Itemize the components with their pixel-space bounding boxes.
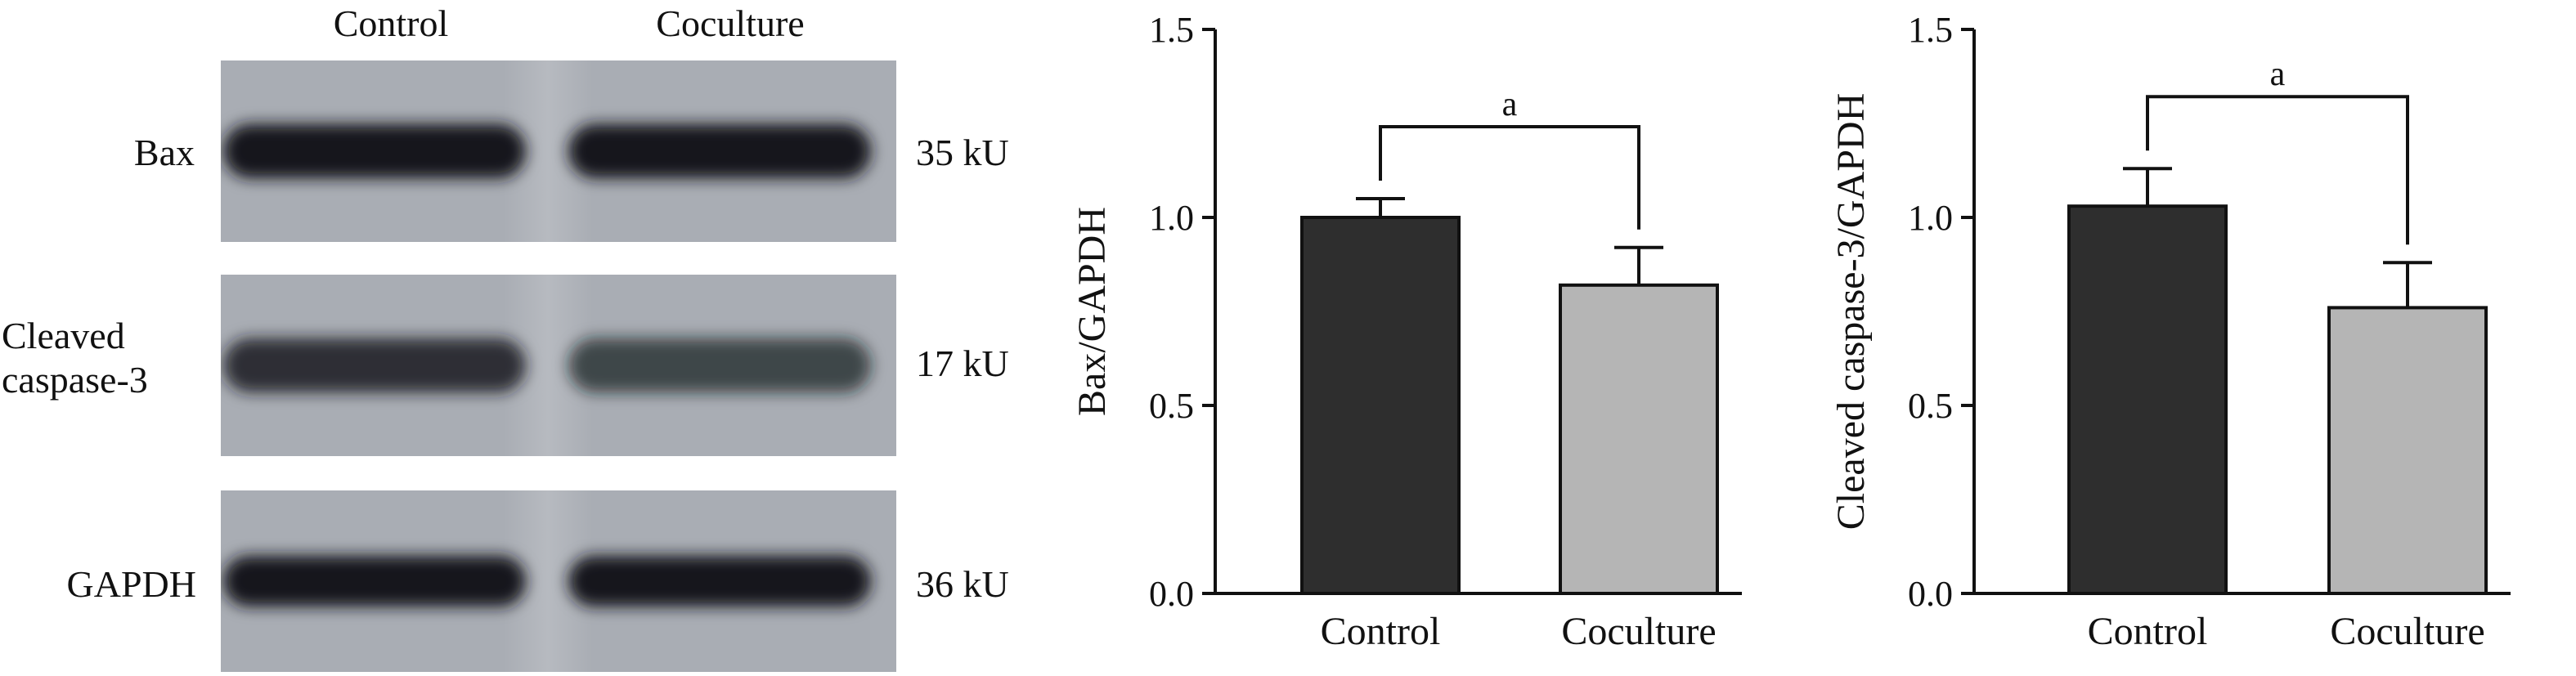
bar-control — [1300, 216, 1461, 595]
y-tick-label: 1.5 — [1149, 10, 1194, 50]
size-label-gapdh: 36 kU — [916, 563, 1009, 605]
y-tick-label: 0.0 — [1908, 574, 1953, 614]
size-label-cleaved-caspase-3: 17 kU — [916, 342, 1009, 384]
significance-bracket — [2146, 95, 2409, 245]
bar-chart-cleaved-caspase-3: 0.0 0.5 1.0 1.5 Cleaved caspase-3/GAPDH Contr… — [1829, 10, 2511, 653]
size-label-bax: 35 kU — [916, 132, 1009, 173]
y-axis-label: Bax/GAPDH — [1070, 207, 1114, 416]
y-tick-label: 1.5 — [1908, 10, 1953, 50]
y-tick-label: 1.0 — [1149, 198, 1194, 238]
row-label-line-2: caspase-3 — [2, 359, 148, 401]
blot-band — [223, 338, 526, 393]
significance-bracket — [1379, 125, 1640, 230]
x-tick-label: Coculture — [2330, 610, 2484, 653]
row-label-gapdh: GAPDH — [66, 563, 196, 605]
x-tick-label: Control — [1321, 610, 1441, 653]
lane-label-control: Control — [333, 2, 449, 44]
row-label-bax: Bax — [133, 132, 195, 173]
blot-band — [223, 123, 526, 179]
y-tick-label: 1.0 — [1908, 198, 1953, 238]
y-tick-label: 0.5 — [1149, 386, 1194, 426]
significance-label: a — [1502, 86, 1518, 123]
blot-band — [568, 555, 871, 607]
row-label-cleaved-caspase-3: Cleaved caspase-3 — [2, 314, 222, 402]
bar-chart-bax: 0.0 0.5 1.0 1.5 Bax/GAPDH Control Coculture a — [1070, 10, 1742, 653]
bar-coculture — [1559, 283, 1719, 595]
bar-control — [2067, 204, 2228, 595]
blot-band — [568, 123, 871, 179]
y-axis-label: Cleaved caspase-3/GAPDH — [1829, 93, 1873, 531]
significance-label: a — [2270, 56, 2286, 93]
blot-band — [223, 555, 526, 607]
y-tick-label: 0.0 — [1149, 574, 1194, 614]
blot-band — [568, 338, 871, 393]
x-tick-label: Control — [2088, 610, 2208, 653]
y-tick-label: 0.5 — [1908, 386, 1953, 426]
blot-strips — [221, 60, 896, 672]
lane-label-coculture: Coculture — [656, 2, 805, 44]
row-label-line-1: Cleaved — [2, 315, 125, 356]
x-tick-label: Coculture — [1561, 610, 1716, 653]
bar-coculture — [2327, 306, 2488, 595]
